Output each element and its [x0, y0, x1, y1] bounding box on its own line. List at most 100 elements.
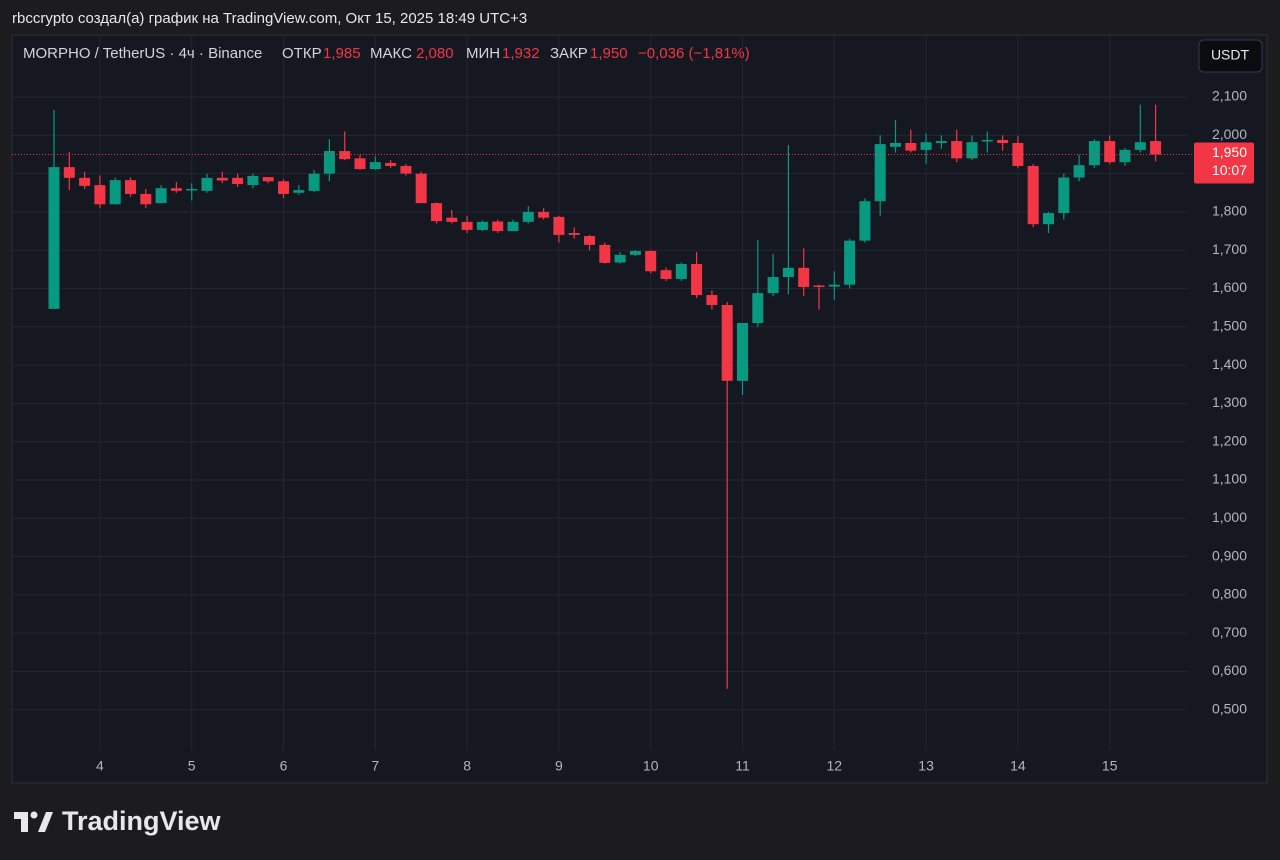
- candle-body: [1043, 213, 1054, 225]
- candle-body: [951, 141, 963, 159]
- candle-body: [155, 188, 167, 204]
- low-label: МИН: [466, 45, 500, 62]
- candle-body: [890, 142, 901, 147]
- candle-body: [920, 142, 932, 150]
- candle-body: [308, 173, 320, 191]
- candle-body: [599, 244, 611, 263]
- y-tick-label: 1,100: [1212, 471, 1247, 487]
- x-tick-label: 7: [371, 758, 379, 774]
- candle-body: [262, 177, 274, 182]
- candle-body: [629, 250, 641, 255]
- candle-body: [538, 211, 550, 218]
- candle-body: [170, 188, 182, 191]
- candle-body: [476, 221, 488, 230]
- y-tick-label: 1,500: [1212, 318, 1247, 334]
- high-label: МАКС: [370, 45, 412, 62]
- y-tick-label: 1,000: [1212, 509, 1247, 525]
- candle-body: [767, 277, 779, 294]
- candle-body: [966, 142, 978, 159]
- candle-body: [752, 293, 764, 323]
- candle-body: [1058, 177, 1070, 214]
- change: −0,036 (−1,81%): [638, 45, 750, 62]
- y-tick-label: 1,600: [1212, 279, 1247, 295]
- x-tick-label: 13: [918, 758, 934, 774]
- x-tick-label: 14: [1010, 758, 1026, 774]
- candle-body: [492, 221, 504, 232]
- last-price-label: 1,950: [1212, 144, 1247, 160]
- candle-body: [905, 142, 917, 151]
- x-tick-label: 9: [555, 758, 563, 774]
- candle-body: [737, 322, 748, 381]
- y-tick-label: 1,200: [1212, 432, 1247, 448]
- candle-body: [415, 173, 427, 204]
- candle-body: [645, 250, 657, 272]
- candle-body: [584, 236, 595, 245]
- candle-body: [1088, 141, 1100, 166]
- x-tick-label: 15: [1102, 758, 1118, 774]
- brand: TradingView: [62, 806, 222, 836]
- last-price-box: [1194, 142, 1254, 184]
- y-tick-label: 2,100: [1212, 88, 1247, 104]
- x-tick-label: 11: [735, 758, 750, 774]
- candle-body: [859, 201, 871, 241]
- candle-body: [446, 217, 458, 222]
- x-tick-label: 4: [96, 758, 104, 774]
- candle-body: [691, 264, 703, 296]
- y-tick-label: 2,000: [1212, 126, 1247, 142]
- candle-body: [431, 203, 442, 222]
- candle-body: [782, 267, 794, 278]
- candle-body: [216, 177, 228, 181]
- currency-button[interactable]: [1198, 39, 1263, 73]
- countdown: 10:07: [1212, 162, 1247, 178]
- candle-body: [1027, 165, 1039, 225]
- candle-body: [400, 165, 412, 174]
- candle-body: [660, 270, 672, 279]
- chart-panel: [11, 34, 1268, 784]
- candle-body: [385, 162, 397, 166]
- candle-body: [935, 141, 947, 143]
- candle-body: [293, 190, 305, 193]
- y-tick-label: 1,400: [1212, 356, 1247, 372]
- brand-logo: [14, 811, 53, 832]
- candle-body: [507, 221, 519, 232]
- close-label: ЗАКР: [550, 45, 588, 62]
- candle-body: [140, 193, 152, 205]
- candle-body: [997, 139, 1009, 143]
- y-tick-label: 1,800: [1212, 203, 1247, 219]
- open-value: 1,985: [323, 45, 361, 62]
- candle-body: [109, 180, 121, 205]
- candle-body: [798, 267, 810, 287]
- candle-body: [247, 175, 259, 186]
- candle-body: [675, 264, 687, 279]
- y-tick-label: 0,600: [1212, 662, 1247, 678]
- candle-body: [844, 240, 856, 285]
- y-tick-label: 0,800: [1212, 586, 1247, 602]
- candle-body: [94, 185, 106, 205]
- y-tick-label: 1,300: [1212, 394, 1247, 410]
- candle-body: [48, 167, 60, 309]
- x-tick-label: 6: [280, 758, 288, 774]
- x-tick-label: 12: [827, 758, 843, 774]
- candle-body: [813, 285, 825, 287]
- candle-body: [522, 211, 534, 222]
- close-value: 1,950: [590, 45, 628, 62]
- candle-body: [369, 162, 381, 170]
- candle-body: [614, 254, 626, 263]
- candle-body: [721, 304, 733, 381]
- symbol: MORPHO / TetherUS · 4ч · Binance: [23, 45, 262, 62]
- y-tick-label: 1,700: [1212, 241, 1247, 257]
- top-note: rbccrypto создал(а) график на TradingVie…: [12, 10, 527, 27]
- candle-body: [323, 151, 335, 174]
- x-tick-label: 10: [643, 758, 659, 774]
- currency-label[interactable]: USDT: [1211, 47, 1250, 63]
- candle-body: [339, 151, 351, 160]
- high-value: 2,080: [416, 45, 454, 62]
- candle-body: [354, 158, 366, 170]
- x-tick-label: 8: [463, 758, 471, 774]
- candle-body: [568, 232, 580, 235]
- candle-body: [553, 216, 565, 235]
- candle-body: [278, 181, 289, 194]
- candle-body: [186, 188, 198, 191]
- candle-body: [461, 221, 473, 230]
